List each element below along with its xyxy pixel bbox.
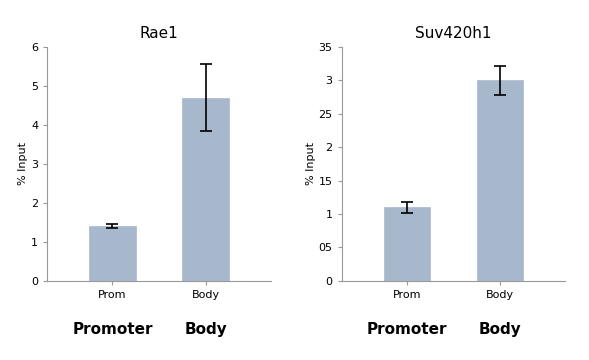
Y-axis label: % Input: % Input bbox=[306, 142, 316, 185]
Text: Body: Body bbox=[479, 323, 521, 337]
Bar bbox=[183, 98, 229, 281]
Title: Rae1: Rae1 bbox=[140, 27, 178, 41]
Bar bbox=[477, 80, 524, 281]
Title: Suv420h1: Suv420h1 bbox=[415, 27, 492, 41]
Text: Promoter: Promoter bbox=[366, 323, 447, 337]
Text: Promoter: Promoter bbox=[72, 323, 153, 337]
Y-axis label: % Input: % Input bbox=[18, 142, 28, 185]
Bar bbox=[89, 226, 135, 281]
Text: Body: Body bbox=[184, 323, 227, 337]
Bar bbox=[383, 207, 430, 281]
